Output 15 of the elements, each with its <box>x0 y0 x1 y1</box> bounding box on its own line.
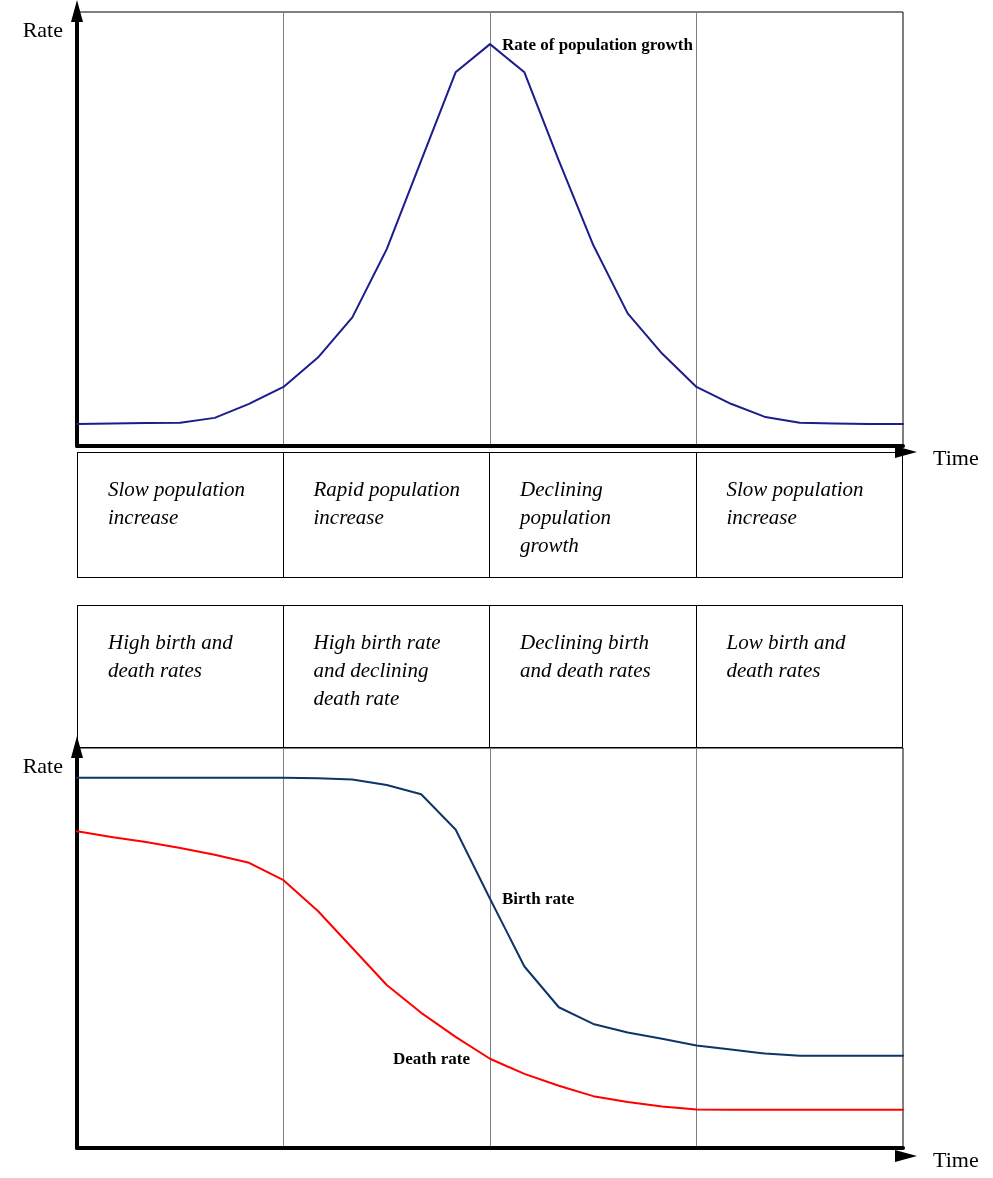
x-axis-title: Time <box>933 1146 979 1172</box>
text: High birth rate and declining death rate <box>283 605 490 748</box>
series-label: Rate of population growth <box>502 34 694 54</box>
series-label: Birth rate <box>502 889 575 909</box>
text: Slow population increase <box>696 452 903 578</box>
text: Declining population growth <box>490 452 697 578</box>
text: Declining birth and death rates <box>490 605 697 748</box>
text: Slow population increase <box>77 452 284 578</box>
text: Rapid population increase <box>283 452 490 578</box>
x-axis-title: Time <box>933 444 979 470</box>
text: Low birth and death rates <box>696 605 903 748</box>
text: High birth and death rates <box>77 605 284 748</box>
series-label: Death rate <box>393 1049 471 1069</box>
y-axis-title: Rate <box>22 16 63 42</box>
y-axis-title: Rate <box>22 752 63 778</box>
